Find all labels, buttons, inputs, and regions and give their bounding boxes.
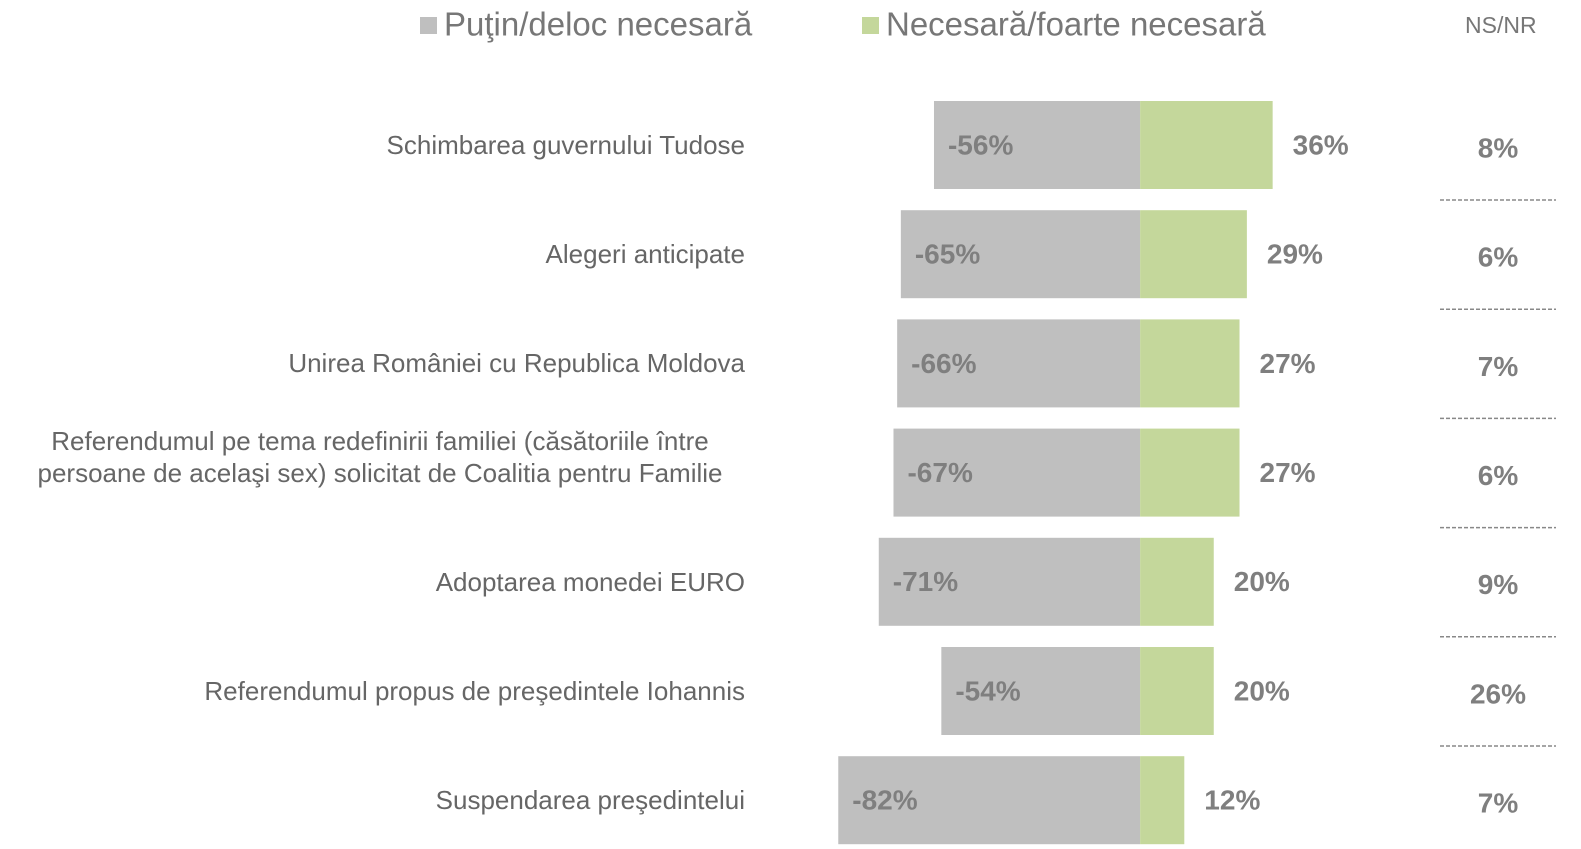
bar-negative: [900, 210, 1141, 299]
category-label: Adoptarea monedei EURO: [435, 566, 745, 597]
bar-positive: [1140, 101, 1273, 189]
bar-negative: [941, 647, 1141, 735]
value-label: 12%: [1204, 785, 1260, 816]
bar-positive: [1140, 537, 1214, 626]
value-label: 20%: [1234, 566, 1290, 597]
value-label: -67%: [907, 457, 972, 488]
bar-negative: [838, 756, 1141, 845]
value-label: 27%: [1260, 457, 1316, 488]
ns-nr-label: 26%: [1470, 678, 1526, 709]
bar-positive: [1140, 210, 1247, 299]
column-header: NS/NR: [1465, 12, 1537, 38]
ns-nr-label: 7%: [1478, 788, 1519, 819]
bar-positive: [1140, 428, 1240, 517]
value-label: -71%: [893, 566, 958, 597]
value-label: -54%: [955, 675, 1020, 706]
legend-swatch: [862, 17, 879, 34]
value-label: 29%: [1267, 239, 1323, 270]
category-label: Schimbarea guvernului Tudose: [386, 130, 745, 160]
category-label: Alegeri anticipate: [545, 239, 745, 270]
ns-nr-label: 6%: [1478, 460, 1519, 491]
value-label: 20%: [1234, 675, 1290, 706]
ns-nr-label: 9%: [1478, 569, 1519, 600]
value-label: -56%: [948, 129, 1013, 160]
category-label: Unirea României cu Republica Moldova: [288, 348, 745, 379]
bar-negative: [897, 319, 1141, 408]
legend-label: Puţin/deloc necesară: [444, 6, 753, 43]
bar-positive: [1140, 647, 1214, 735]
value-label: 36%: [1293, 129, 1349, 160]
bar-negative: [933, 101, 1141, 189]
category-label: Referendumul pe tema redefinirii familie…: [37, 425, 723, 488]
value-label: -82%: [852, 785, 917, 816]
value-label: -65%: [915, 239, 980, 270]
ns-nr-label: 7%: [1478, 351, 1519, 382]
ns-nr-label: 8%: [1478, 132, 1519, 163]
legend-label: Necesară/foarte necesară: [886, 6, 1266, 43]
ns-nr-label: 6%: [1478, 242, 1519, 273]
bar-negative: [878, 537, 1141, 626]
legend-swatch: [420, 17, 437, 34]
bar-positive: [1140, 319, 1240, 408]
value-label: -66%: [911, 348, 976, 379]
bar-negative: [893, 428, 1141, 517]
category-label: Referendumul propus de preşedintele Ioha…: [204, 676, 745, 706]
bar-positive: [1140, 756, 1185, 845]
value-label: 27%: [1260, 348, 1316, 379]
category-label: Suspendarea preşedintelui: [435, 785, 745, 816]
